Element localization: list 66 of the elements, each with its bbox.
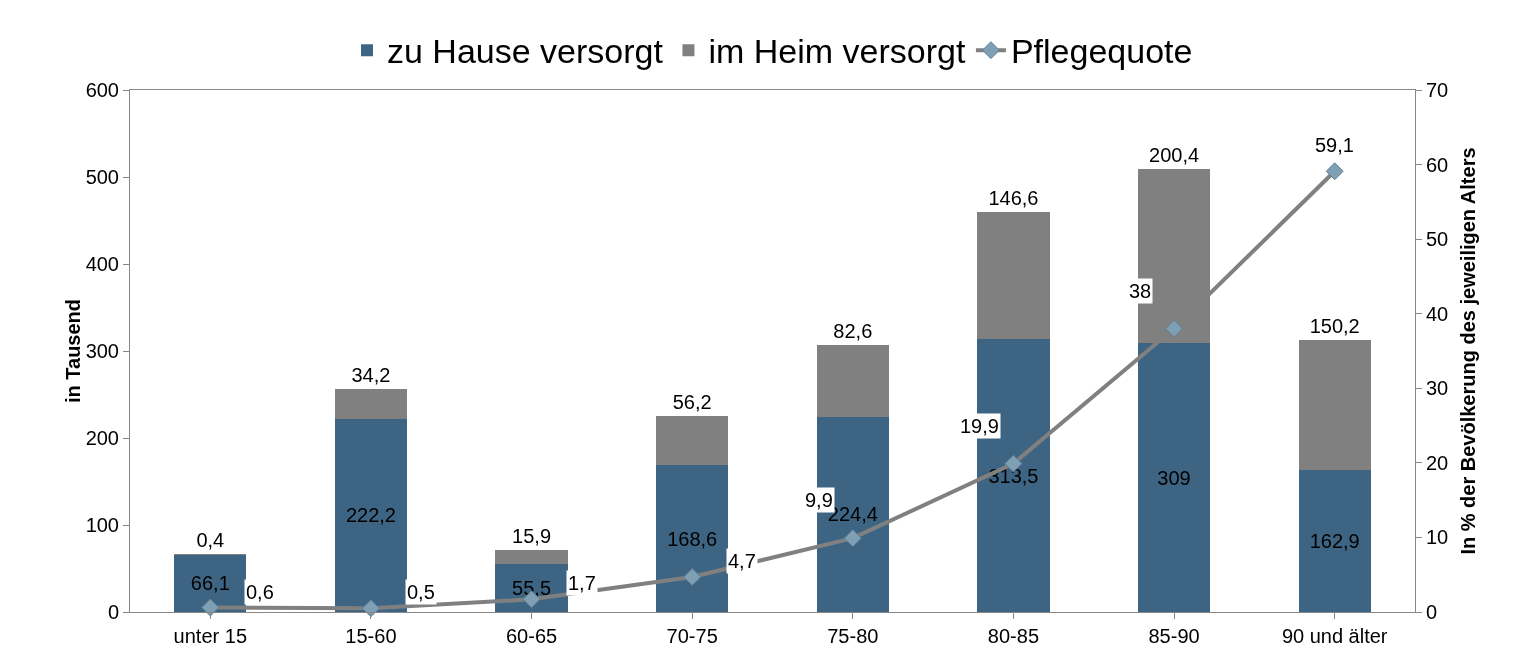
y2-tick-label: 30 [1426, 377, 1449, 400]
data-label: 200,4 [1149, 143, 1200, 166]
y2-tick-label: 10 [1426, 526, 1449, 549]
y-tick-label: 500 [85, 166, 119, 188]
data-label: 66,1 [190, 572, 230, 595]
x-tick-label: 15-60 [345, 625, 397, 647]
y-tick-label: 100 [85, 514, 119, 536]
y2-axis-title: In % der Bevölkerung des jeweiligen Alters [1457, 147, 1479, 555]
data-label: 168,6 [667, 527, 718, 550]
y2-tick-label: 0 [1426, 601, 1438, 623]
y-tick-label: 600 [85, 79, 119, 101]
x-tick-label: unter 15 [173, 625, 248, 647]
data-label: 1,7 [568, 572, 596, 594]
bar [174, 554, 247, 612]
data-label: 146,6 [988, 186, 1039, 209]
data-label: 19,9 [960, 415, 999, 437]
data-label: 0,6 [246, 581, 274, 603]
point [361, 599, 380, 618]
bar [334, 418, 408, 612]
data-label: 0,4 [196, 529, 225, 551]
data-label: 59,1 [1315, 134, 1354, 156]
x-tick-label: 60-65 [505, 625, 558, 647]
y2-tick-label: 20 [1426, 451, 1449, 474]
y-axis-title: in Tausend [61, 298, 84, 404]
x-tick-label: 70-75 [666, 625, 718, 647]
x-tick-label: 75-80 [827, 625, 879, 647]
data-label: 313,5 [988, 464, 1039, 487]
bar [1298, 339, 1371, 471]
legend-label: im Heim versorgt [708, 32, 966, 71]
y-tick-label: 0 [107, 601, 119, 623]
y-tick-label: 400 [85, 253, 119, 275]
point [683, 568, 702, 586]
x-tick-label: 90 und älter [1281, 625, 1388, 647]
bar [495, 549, 568, 564]
data-label: 222,2 [345, 504, 396, 527]
point [843, 529, 862, 548]
data-label: 15,9 [512, 524, 552, 547]
y2-tick-label: 40 [1426, 302, 1449, 325]
bar [816, 344, 889, 417]
bar [656, 465, 729, 612]
y2-tick-label: 70 [1426, 79, 1449, 101]
x-tick-label: 80-85 [987, 625, 1040, 647]
data-label: 82,6 [833, 319, 873, 342]
y2-tick-label: 60 [1426, 153, 1449, 176]
point [1325, 162, 1344, 181]
bar [334, 388, 408, 419]
legend-label: zu Hause versorgt [387, 32, 664, 71]
bar [1137, 343, 1211, 612]
data-label: 38 [1129, 280, 1152, 302]
y2-tick-label: 50 [1426, 228, 1449, 251]
y-tick-label: 300 [85, 340, 119, 362]
bar [977, 211, 1050, 340]
data-label: 150,2 [1309, 314, 1360, 337]
x-tick-label: 85-90 [1148, 625, 1200, 647]
data-label: 309 [1157, 466, 1191, 489]
data-label: 34,2 [351, 363, 391, 386]
point [1165, 319, 1184, 338]
bar [656, 416, 729, 466]
point [201, 598, 220, 617]
data-label: 162,9 [1309, 530, 1360, 553]
data-label: 56,2 [672, 391, 712, 414]
data-label: 4,7 [728, 550, 756, 572]
bar [1298, 470, 1371, 612]
y-tick-label: 200 [85, 427, 119, 449]
data-label: 0,5 [407, 581, 435, 603]
legend-label: Pflegequote [1010, 32, 1193, 71]
